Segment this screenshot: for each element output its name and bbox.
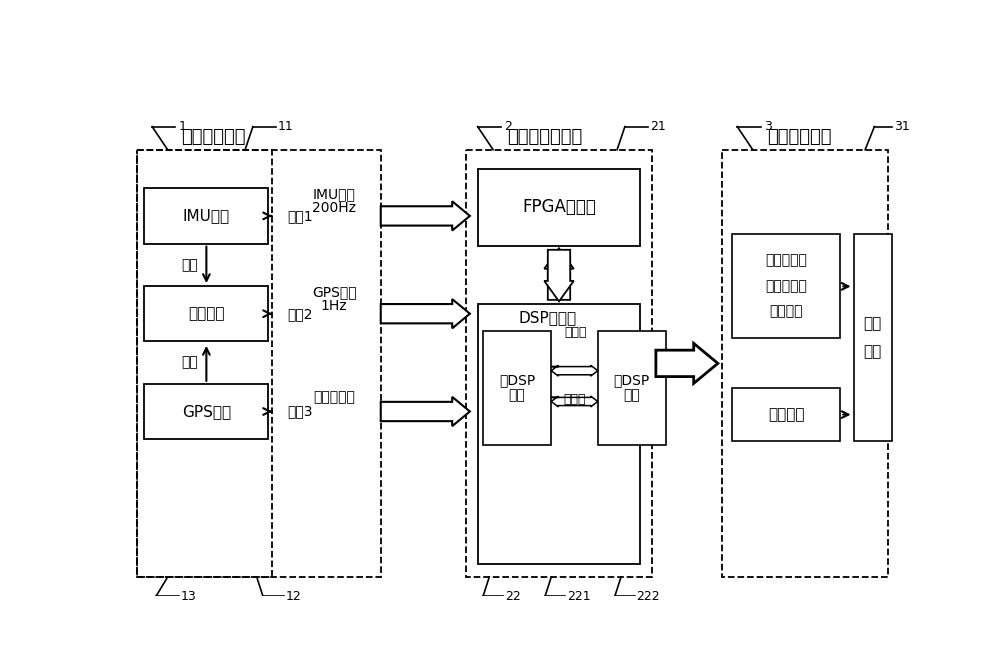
Text: 11: 11 [278, 120, 293, 133]
Text: 12: 12 [285, 590, 301, 603]
Text: 地址线: 地址线 [565, 326, 587, 340]
Polygon shape [551, 396, 598, 407]
Polygon shape [544, 250, 574, 302]
Text: 读取: 读取 [181, 258, 198, 272]
Text: 位置、速度: 位置、速度 [765, 253, 807, 267]
Text: 主DSP: 主DSP [499, 373, 535, 387]
Text: IMU数据: IMU数据 [183, 208, 230, 223]
Text: 1Hz: 1Hz [321, 299, 348, 313]
Bar [478, 304, 640, 564]
Bar [466, 149, 652, 577]
Bar [144, 286, 268, 342]
Text: 显示: 显示 [864, 316, 882, 331]
Text: 22: 22 [505, 590, 520, 603]
Text: 实时误差: 实时误差 [768, 407, 804, 422]
Text: 单元: 单元 [623, 389, 640, 402]
Bar [854, 234, 892, 441]
Text: 界面: 界面 [864, 344, 882, 359]
Bar [137, 149, 381, 577]
Text: 从DSP: 从DSP [614, 373, 650, 387]
Polygon shape [656, 343, 718, 383]
Text: GPS数据: GPS数据 [312, 285, 357, 299]
Text: 2: 2 [504, 120, 512, 133]
Text: 21: 21 [650, 120, 665, 133]
Text: 单元: 单元 [509, 389, 526, 402]
Text: 模拟秒脉冲: 模拟秒脉冲 [313, 391, 355, 405]
Bar [483, 331, 551, 445]
Text: 200Hz: 200Hz [312, 201, 356, 215]
Text: 读取: 读取 [181, 355, 198, 369]
Text: 222: 222 [637, 590, 660, 603]
Text: 13: 13 [181, 590, 197, 603]
Bar [144, 384, 268, 440]
Text: 串口3: 串口3 [288, 405, 313, 419]
Text: FPGA子模块: FPGA子模块 [522, 198, 596, 216]
Text: 姿态、角速: 姿态、角速 [765, 279, 807, 293]
Text: 度、比力: 度、比力 [769, 304, 803, 318]
Text: 数据收发模块: 数据收发模块 [182, 128, 246, 146]
Text: 数据线: 数据线 [563, 393, 586, 405]
Text: IMU数据: IMU数据 [313, 188, 356, 202]
Text: DSP子模块: DSP子模块 [518, 310, 576, 325]
Bar [732, 389, 840, 441]
Bar [732, 234, 840, 338]
Text: 串口1: 串口1 [288, 209, 313, 223]
Polygon shape [381, 299, 470, 328]
Polygon shape [551, 365, 598, 376]
Text: 1: 1 [178, 120, 186, 133]
Bar [478, 169, 640, 246]
Text: 导航计算机模块: 导航计算机模块 [507, 128, 582, 146]
Bar [598, 331, 666, 445]
Bar [722, 149, 888, 577]
Bar [144, 188, 268, 244]
Text: GPS数据: GPS数据 [182, 404, 231, 419]
Text: 串口程序: 串口程序 [188, 306, 225, 321]
Text: 3: 3 [764, 120, 771, 133]
Text: 串口2: 串口2 [288, 307, 313, 321]
Polygon shape [381, 397, 470, 426]
Text: 221: 221 [567, 590, 590, 603]
Text: 31: 31 [894, 120, 910, 133]
Text: 数据显示模块: 数据显示模块 [767, 128, 831, 146]
Polygon shape [381, 201, 470, 230]
Bar [137, 149, 272, 577]
Polygon shape [544, 249, 574, 300]
